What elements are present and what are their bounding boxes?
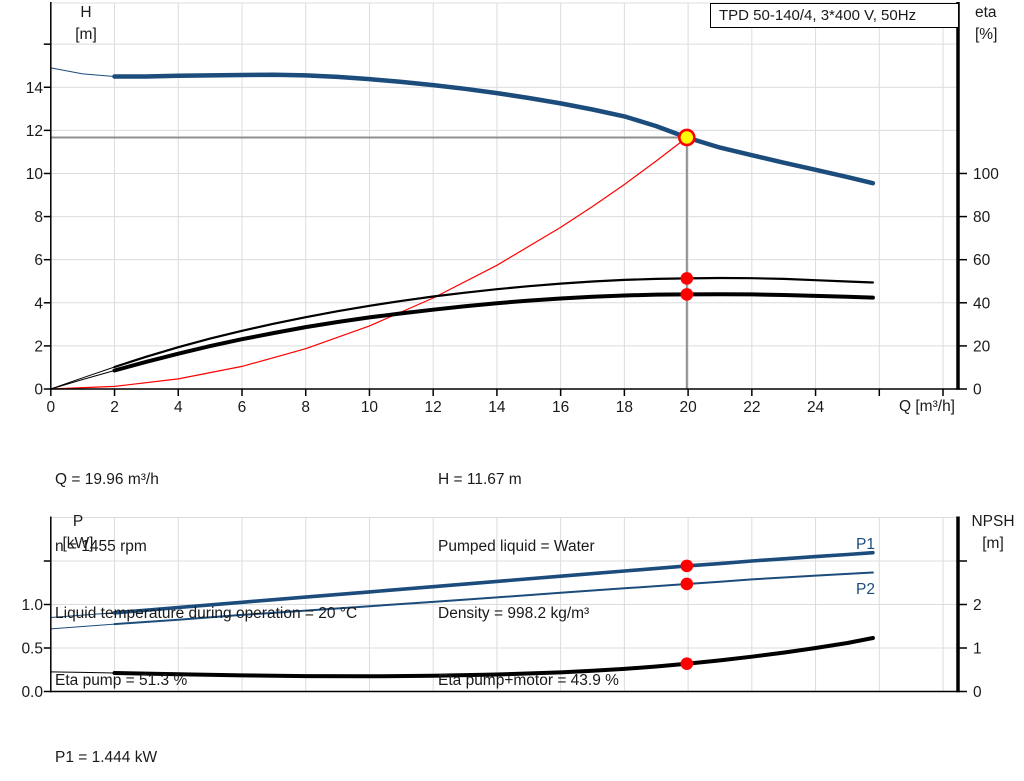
- svg-text:1.0: 1.0: [21, 597, 43, 614]
- info-line-h: H = 11.67 m: [438, 470, 522, 488]
- svg-text:22: 22: [743, 399, 760, 416]
- svg-text:0.5: 0.5: [21, 641, 43, 658]
- duty-info-right: H = 11.67 m Pumped liquid = Water Densit…: [438, 424, 619, 738]
- svg-text:8: 8: [301, 399, 310, 416]
- svg-text:0: 0: [46, 399, 55, 416]
- operating-point-dot: [680, 657, 694, 670]
- info-line-density: Density = 998.2 kg/m³: [438, 605, 590, 623]
- info-line-temp: Liquid temperature during operation = 20…: [55, 605, 358, 623]
- svg-text:80: 80: [973, 209, 991, 226]
- duty-info-bottom: P1 = 1.444 kW P2 = 1.236 kW NPSH = 0.64 …: [55, 702, 163, 781]
- info-line-n: n = 1455 rpm: [55, 538, 147, 556]
- svg-text:2: 2: [973, 597, 982, 614]
- svg-text:0: 0: [973, 684, 982, 701]
- svg-text:60: 60: [973, 252, 991, 269]
- operating-point-dot: [680, 559, 694, 573]
- svg-text:14: 14: [26, 80, 44, 97]
- svg-text:4: 4: [34, 295, 43, 312]
- npsh-axis-title: NPSH: [971, 513, 1015, 530]
- P2-curve-label: P2: [856, 581, 875, 598]
- svg-text:0: 0: [973, 382, 982, 399]
- operating-point-dot: [680, 272, 694, 285]
- svg-text:14: 14: [488, 399, 506, 416]
- info-line-p1: P1 = 1.444 kW: [55, 748, 158, 766]
- svg-text:12: 12: [26, 123, 43, 140]
- pump-title-box: TPD 50-140/4, 3*400 V, 50Hz: [710, 3, 959, 28]
- info-line-eta-pump: Eta pump = 51.3 %: [55, 672, 188, 690]
- svg-text:100: 100: [973, 166, 999, 183]
- svg-text:2: 2: [110, 399, 119, 416]
- h-axis-title: H: [80, 4, 92, 21]
- info-line-q: Q = 19.96 m³/h: [55, 470, 159, 488]
- svg-text:2: 2: [34, 338, 43, 355]
- svg-text:4: 4: [174, 399, 183, 416]
- svg-text:8: 8: [34, 209, 43, 226]
- q-axis-title: Q [m³/h]: [899, 398, 955, 415]
- p-axis-title: P: [72, 513, 84, 530]
- svg-text:18: 18: [616, 399, 633, 416]
- operating-point-dot: [680, 577, 694, 591]
- svg-text:10: 10: [361, 399, 379, 416]
- info-line-liquid: Pumped liquid = Water: [438, 538, 595, 556]
- svg-text:1: 1: [973, 641, 982, 658]
- svg-text:0.0: 0.0: [21, 684, 43, 701]
- duty-info-left: Q = 19.96 m³/h n = 1455 rpm Liquid tempe…: [55, 424, 357, 738]
- operating-point-dot: [680, 288, 694, 301]
- svg-text:0: 0: [34, 382, 43, 399]
- svg-text:40: 40: [973, 295, 991, 312]
- info-line-eta-total: Eta pump+motor = 43.9 %: [438, 672, 619, 690]
- svg-text:16: 16: [552, 399, 569, 416]
- svg-text:24: 24: [807, 399, 825, 416]
- eta-axis-title: eta: [975, 4, 997, 21]
- svg-text:20: 20: [679, 399, 697, 416]
- svg-text:6: 6: [34, 252, 43, 269]
- h-axis-unit: [m]: [75, 26, 97, 43]
- svg-text:10: 10: [26, 166, 44, 183]
- svg-text:6: 6: [238, 399, 247, 416]
- P1-curve-label: P1: [856, 536, 875, 553]
- eta-axis-unit: [%]: [975, 26, 998, 43]
- svg-text:20: 20: [973, 338, 991, 355]
- duty-point-marker: [678, 128, 696, 147]
- npsh-axis-unit: [m]: [982, 535, 1004, 552]
- svg-text:12: 12: [425, 399, 442, 416]
- p-axis-unit: [kW]: [62, 535, 94, 552]
